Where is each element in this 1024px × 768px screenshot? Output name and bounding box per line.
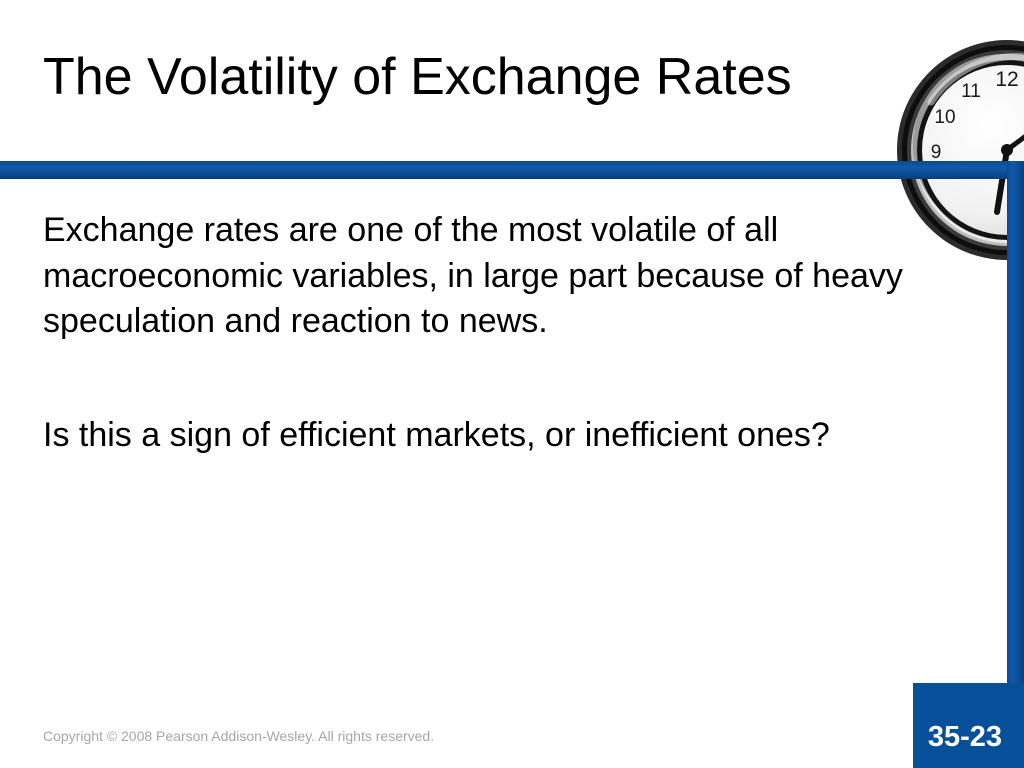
- svg-text:12: 12: [995, 68, 1018, 91]
- svg-text:11: 11: [961, 81, 981, 102]
- svg-text:10: 10: [934, 107, 955, 128]
- svg-text:9: 9: [931, 142, 942, 163]
